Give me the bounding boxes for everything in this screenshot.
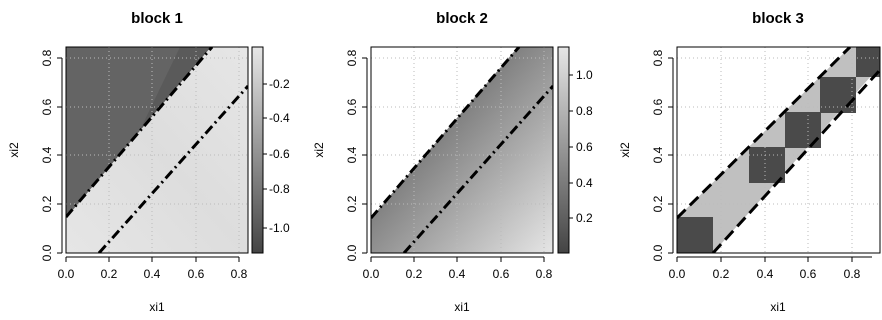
heatmap-area xyxy=(677,47,880,253)
x-tick-label: 0.8 xyxy=(536,267,553,281)
heatmap-area xyxy=(66,47,248,253)
y-tick-label: 0.8 xyxy=(40,49,54,66)
y-axis-label: xi2 xyxy=(7,142,21,158)
x-tick-label: 0.0 xyxy=(363,267,380,281)
x-tick-label: 0.6 xyxy=(188,267,205,281)
checker-cell xyxy=(820,77,856,113)
y-axis xyxy=(57,57,63,254)
heatmap-mid-shade xyxy=(66,47,180,218)
colorbar-tick-label: 0.4 xyxy=(576,176,593,190)
y-tick-label: 0.6 xyxy=(345,98,359,115)
band-upper-line xyxy=(677,47,852,220)
checker-cell xyxy=(677,217,713,253)
band-lower-line xyxy=(402,85,553,253)
plot-frame xyxy=(370,46,554,254)
x-tick-label: 0.6 xyxy=(493,267,510,281)
colorbar-ramp xyxy=(251,46,264,254)
x-axis-label: xi1 xyxy=(770,300,786,314)
y-tick-label: 0.4 xyxy=(345,146,359,163)
x-axis xyxy=(65,256,240,262)
y-tick-label: 0.4 xyxy=(651,146,665,163)
y-tick-label: 0.8 xyxy=(345,49,359,66)
y-tick-label: 0.8 xyxy=(651,49,665,66)
x-tick-label: 0.4 xyxy=(144,267,161,281)
band-upper-line xyxy=(66,47,214,218)
x-axis-label: xi1 xyxy=(149,300,165,314)
colorbar-tick-label: 0.2 xyxy=(576,211,593,225)
panel-title: block 1 xyxy=(131,10,183,27)
x-axis-label: xi1 xyxy=(454,300,470,314)
y-tick-label: 0.2 xyxy=(40,195,54,212)
x-tick-label: 0.6 xyxy=(800,267,817,281)
y-tick-label: 0.6 xyxy=(40,98,54,115)
panel-title: block 2 xyxy=(436,10,488,27)
y-tick-label: 0.0 xyxy=(345,244,359,261)
x-tick-label: 0.4 xyxy=(449,267,466,281)
y-axis-label: xi2 xyxy=(312,142,326,158)
band-lower-line xyxy=(97,85,248,253)
y-tick-label: 0.0 xyxy=(40,244,54,261)
plot-frame xyxy=(65,46,249,254)
x-tick-label: 0.2 xyxy=(406,267,423,281)
y-tick-label: 0.2 xyxy=(345,195,359,212)
y-tick-label: 0.4 xyxy=(40,146,54,163)
panel-title: block 3 xyxy=(752,10,804,27)
colorbar-tick-label: -0.4 xyxy=(269,111,290,125)
y-tick-label: 0.0 xyxy=(651,244,665,261)
x-tick-label: 0.8 xyxy=(231,267,248,281)
heatmap-area xyxy=(371,47,553,253)
x-tick-label: 0.2 xyxy=(101,267,118,281)
y-axis xyxy=(362,57,368,254)
colorbar-tick-label: 0.6 xyxy=(576,140,593,154)
y-tick-label: 0.6 xyxy=(651,98,665,115)
x-axis xyxy=(676,256,872,262)
x-tick-label: 0.8 xyxy=(844,267,861,281)
x-tick-label: 0.2 xyxy=(713,267,730,281)
x-tick-label: 0.4 xyxy=(757,267,774,281)
panel-block-3: block 3 xyxy=(618,10,881,314)
x-tick-label: 0.0 xyxy=(58,267,75,281)
checker-cell xyxy=(749,147,785,183)
band-lower-line xyxy=(711,68,880,253)
panel-block-2: block 2 0.0 xyxy=(312,10,593,314)
colorbar: 0.2 0.4 0.6 0.8 1.0 xyxy=(557,46,593,254)
y-axis xyxy=(668,57,674,254)
colorbar-tick-label: -1.0 xyxy=(269,221,290,235)
y-tick-label: 0.2 xyxy=(651,195,665,212)
colorbar-tick-label: 0.8 xyxy=(576,104,593,118)
y-axis-label: xi2 xyxy=(618,142,632,158)
heatmap-gradient-band xyxy=(66,47,248,253)
colorbar-tick-label: -0.2 xyxy=(269,77,290,91)
heatmap-band xyxy=(371,47,553,253)
colorbar: -1.0 -0.8 -0.6 -0.4 -0.2 xyxy=(251,46,290,254)
plot-frame xyxy=(676,46,881,254)
checker-cell xyxy=(856,47,880,77)
colorbar-tick-label: 1.0 xyxy=(576,68,593,82)
x-axis xyxy=(370,256,545,262)
panel-block-1: block 1 xyxy=(7,10,290,314)
x-tick-label: 0.0 xyxy=(669,267,686,281)
colorbar-tick-label: -0.8 xyxy=(269,182,290,196)
colorbar-tick-label: -0.6 xyxy=(269,147,290,161)
band-upper-line xyxy=(371,47,521,219)
colorbar-ramp xyxy=(557,46,570,254)
